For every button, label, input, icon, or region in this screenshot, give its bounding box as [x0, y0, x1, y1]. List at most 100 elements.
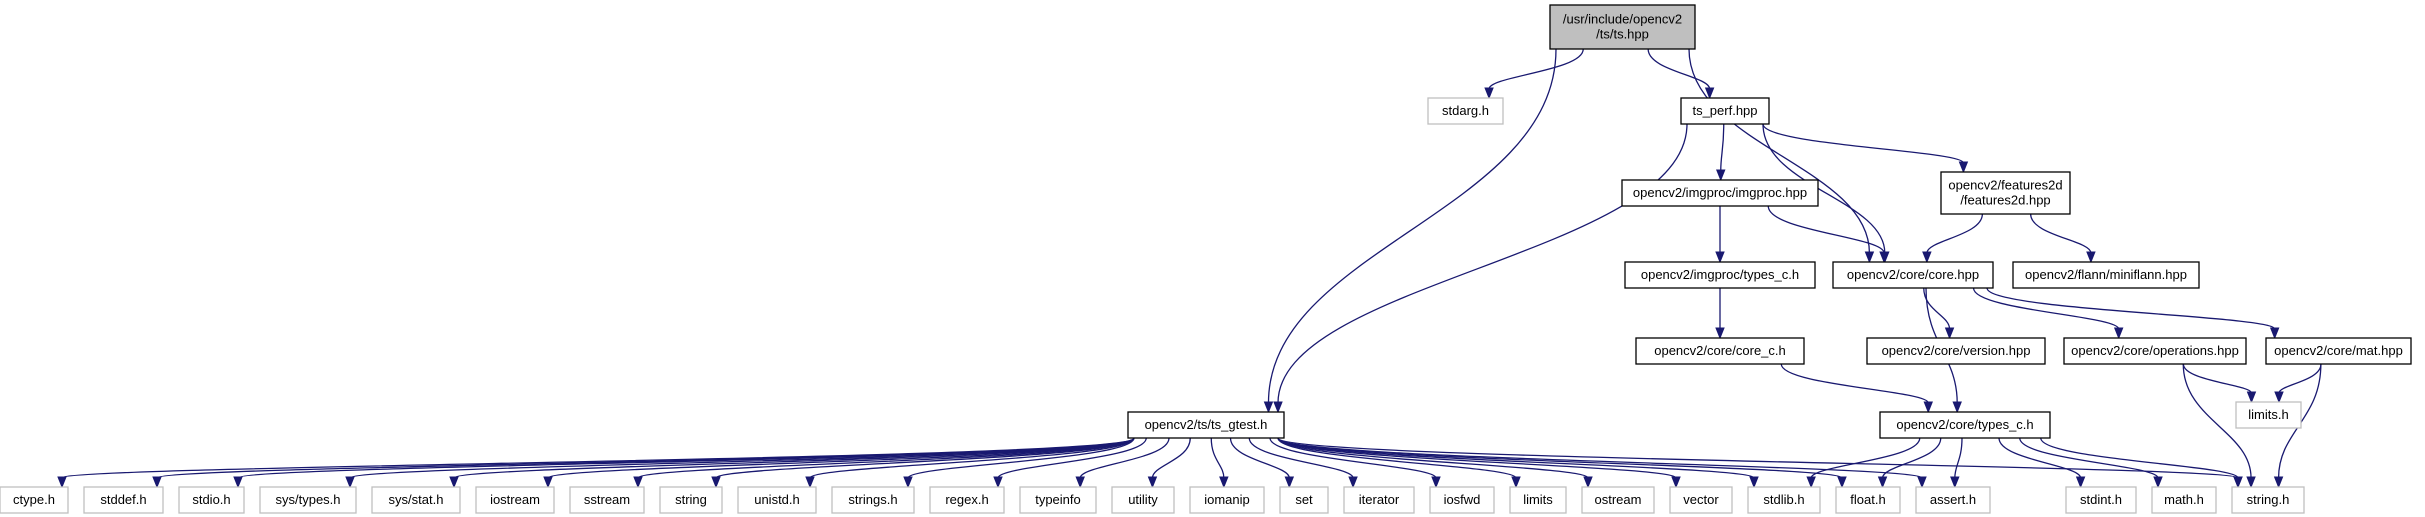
node-box — [929, 486, 1005, 514]
arrowhead-icon — [2273, 476, 2284, 489]
edge-line — [1277, 437, 1517, 479]
arrowhead-icon — [993, 476, 1003, 489]
edge-line — [1079, 437, 1170, 479]
edge-ts_gtest_h-to-limits — [1277, 437, 1521, 489]
edge-line — [1151, 437, 1191, 479]
edge-line — [1647, 48, 1711, 90]
arrowhead-icon — [1944, 327, 1955, 340]
edge-line — [2182, 363, 2252, 479]
node-strings-h: strings.h — [831, 486, 915, 514]
edge-line — [1720, 123, 1725, 172]
node-box — [1427, 97, 1504, 125]
node-label: /usr/include/opencv2 — [1563, 12, 1682, 27]
arrowhead-icon — [1273, 401, 1283, 414]
edge-line — [1972, 287, 2120, 330]
node-label: ostream — [1595, 492, 1642, 507]
node-box — [1635, 337, 1805, 365]
edge-ts_perf_hpp-to-imgproc_hpp — [1716, 123, 1726, 182]
node-box — [1019, 486, 1097, 514]
edge-imgproc_types_c_h-to-core_c_h — [1715, 288, 1725, 340]
node-box — [659, 486, 723, 514]
edge-ts_gtest_h-to-regex_h — [993, 437, 1147, 489]
edge-line — [1926, 213, 1984, 254]
edge-line — [1780, 363, 1929, 404]
node-math-h: math.h — [2151, 486, 2217, 514]
node-label: /features2d.hpp — [1960, 193, 2050, 208]
node-version-hpp[interactable]: opencv2/core/version.hpp — [1866, 337, 2046, 365]
node-operations-hpp[interactable]: opencv2/core/operations.hpp — [2063, 337, 2247, 365]
node-core-types-c-h[interactable]: opencv2/core/types_c.h — [1879, 411, 2051, 439]
edge-ts_gtest_h-to-sys_types_h — [345, 437, 1135, 489]
arrowhead-icon — [1952, 401, 1962, 414]
edge-ts_gtest_h-to-strings_h — [903, 437, 1135, 489]
node-label: assert.h — [1930, 492, 1976, 507]
edge-line — [2182, 363, 2253, 394]
node-core-hpp[interactable]: opencv2/core/core.hpp — [1832, 261, 1994, 289]
edge-line — [1810, 437, 1921, 479]
node-limits-h: limits.h — [2235, 401, 2302, 429]
node-box — [1680, 97, 1770, 125]
edge-line — [1881, 437, 1942, 479]
node-label: string.h — [2247, 492, 2290, 507]
node-box — [1624, 261, 1816, 289]
edge-ts_gtest_h-to-typeinfo — [1075, 437, 1170, 489]
arrowhead-icon — [633, 476, 643, 489]
edge-ts_hpp-to-ts_perf_hpp — [1647, 48, 1715, 100]
node-label: stdint.h — [2080, 492, 2122, 507]
node-box — [2151, 486, 2217, 514]
edge-ts_gtest_h-to-sstream — [633, 437, 1135, 489]
node-ts-hpp[interactable]: /usr/include/opencv2/ts/ts.hpp — [1549, 4, 1696, 50]
node-ts-perf-hpp[interactable]: ts_perf.hpp — [1680, 97, 1770, 125]
arrowhead-icon — [233, 476, 243, 489]
arrowhead-icon — [449, 476, 459, 489]
node-label: vector — [1683, 492, 1719, 507]
arrowhead-icon — [1917, 476, 1927, 489]
edge-ts_perf_hpp-to-ts_gtest_h — [1273, 123, 1688, 414]
edge-line — [453, 437, 1135, 479]
arrowhead-icon — [1671, 476, 1681, 489]
edge-line — [1998, 437, 2082, 479]
node-box — [1549, 4, 1696, 50]
edge-line — [237, 437, 1135, 479]
node-utility: utility — [1111, 486, 1175, 514]
edge-features2d_hpp-to-miniflann_hpp — [2029, 213, 2096, 264]
node-box — [371, 486, 461, 514]
edge-ts_hpp-to-ts_gtest_h — [1263, 48, 1557, 414]
node-label: unistd.h — [754, 492, 800, 507]
node-assert-h: assert.h — [1915, 486, 1991, 514]
node-miniflann-hpp[interactable]: opencv2/flann/miniflann.hpp — [2012, 261, 2200, 289]
node-features2d-hpp[interactable]: opencv2/features2d/features2d.hpp — [1940, 171, 2071, 215]
arrowhead-icon — [1715, 327, 1725, 340]
edge-core_hpp-to-mat_hpp — [1986, 287, 2280, 340]
node-label: stdlib.h — [1763, 492, 1804, 507]
node-imgproc-hpp[interactable]: opencv2/imgproc/imgproc.hpp — [1621, 179, 1819, 207]
node-mat-hpp[interactable]: opencv2/core/mat.hpp — [2265, 337, 2412, 365]
edge-line — [907, 437, 1135, 479]
node-label: opencv2/flann/miniflann.hpp — [2025, 267, 2187, 282]
node-imgproc-types-c-h[interactable]: opencv2/imgproc/types_c.h — [1624, 261, 1816, 289]
edge-line — [1923, 287, 1951, 330]
node-label: opencv2/core/core.hpp — [1847, 267, 1979, 282]
node-iostream: iostream — [475, 486, 555, 514]
node-core-c-h[interactable]: opencv2/core/core_c.h — [1635, 337, 1805, 365]
node-box — [1429, 486, 1495, 514]
node-label: opencv2/features2d — [1948, 178, 2062, 193]
edge-line — [2278, 363, 2322, 394]
node-ts-gtest-h[interactable]: opencv2/ts/ts_gtest.h — [1127, 411, 1285, 439]
node-label: set — [1295, 492, 1313, 507]
edge-line — [1277, 437, 1677, 479]
arrowhead-icon — [1922, 251, 1932, 264]
arrowhead-icon — [1749, 476, 1759, 489]
edge-imgproc_hpp-to-imgproc_types_c_h — [1715, 206, 1725, 264]
arrowhead-icon — [1431, 476, 1441, 489]
edge-line — [1762, 123, 1886, 254]
node-label: /ts/ts.hpp — [1596, 27, 1649, 42]
node-box — [2235, 401, 2302, 429]
arrowhead-icon — [1704, 87, 1715, 100]
node-box — [1189, 486, 1265, 514]
node-box — [2231, 486, 2305, 514]
node-box — [1832, 261, 1994, 289]
arrowhead-icon — [1484, 87, 1494, 100]
edge-line — [1762, 123, 1965, 164]
node-stdint-h: stdint.h — [2065, 486, 2137, 514]
